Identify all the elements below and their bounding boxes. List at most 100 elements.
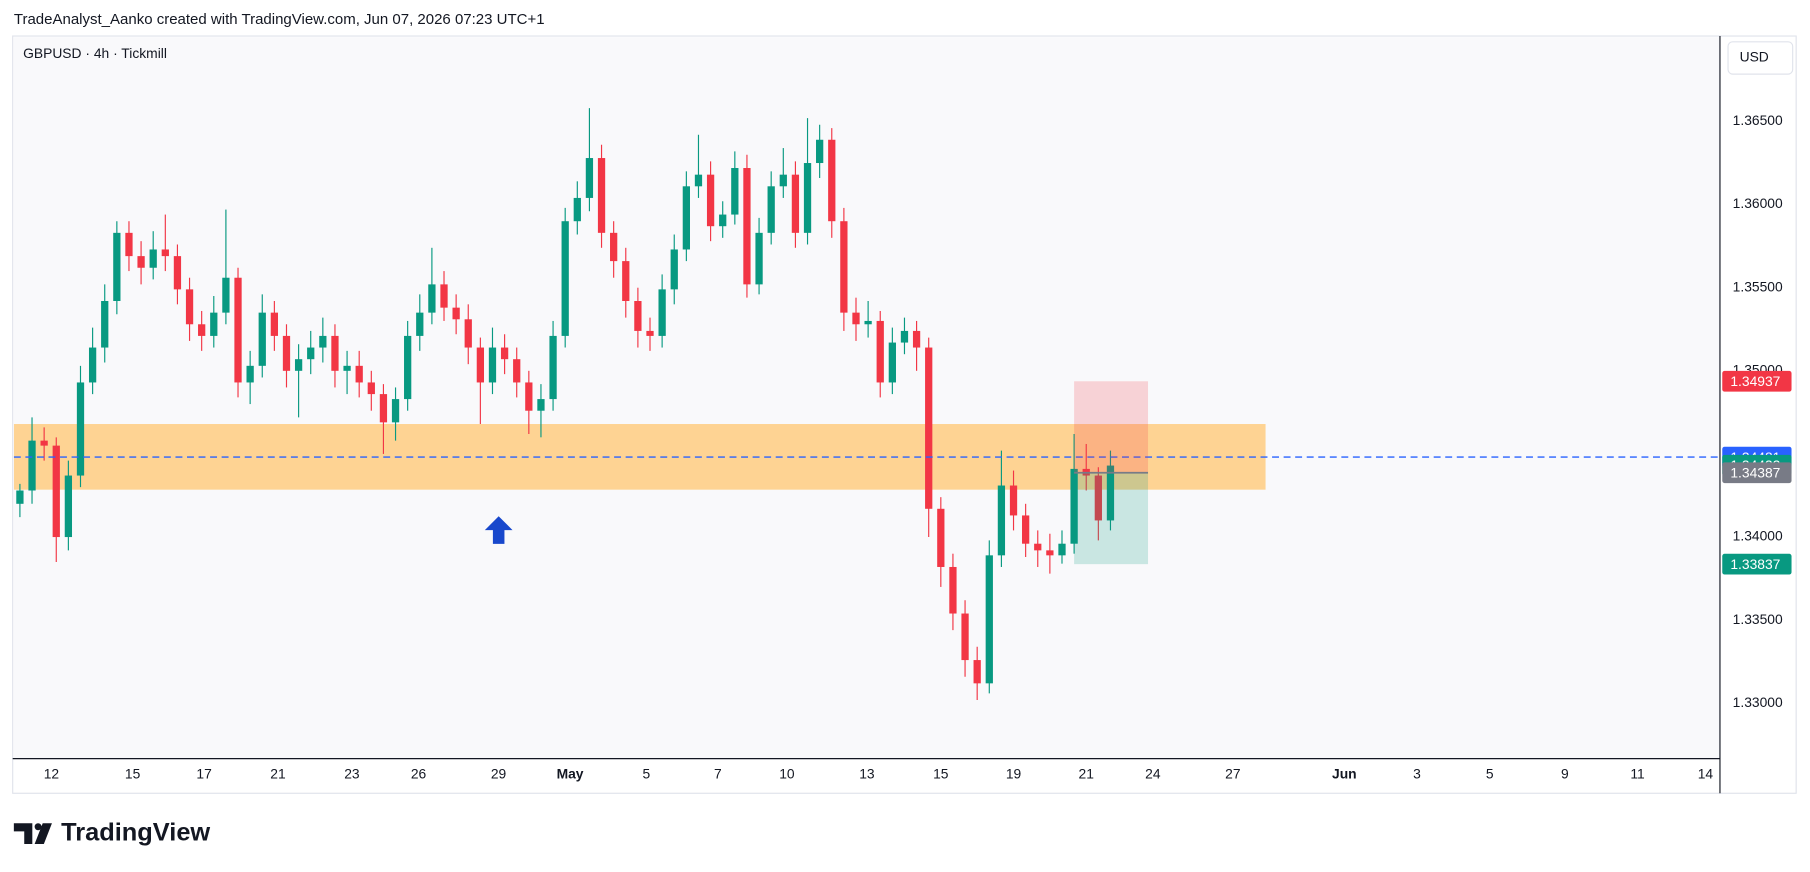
y-tick-label: 1.36500 [1733, 112, 1783, 128]
candle-body [246, 365, 254, 383]
candle-body [307, 347, 315, 360]
logo-text: TradingView [61, 818, 210, 846]
candle-body [549, 335, 557, 400]
candle-body [864, 320, 872, 325]
currency-button[interactable] [1727, 41, 1794, 75]
candle-body [367, 382, 375, 395]
candle-body [161, 249, 169, 257]
x-tick-label: 29 [491, 765, 507, 781]
x-tick-label: 21 [270, 765, 286, 781]
chart-title: GBPUSD · 4h · Tickmill [23, 45, 167, 61]
candle-body [537, 399, 545, 411]
candle-body [319, 335, 327, 348]
candle-body [379, 394, 388, 423]
candle-body [803, 163, 812, 233]
candle-body [185, 289, 194, 325]
candle-body [76, 382, 85, 476]
candle-body [597, 158, 606, 233]
currency: USD [1740, 49, 1769, 65]
candle-body [949, 566, 957, 614]
x-tick-label: 13 [859, 765, 875, 781]
candle-body [101, 301, 109, 348]
candle-body [719, 214, 727, 227]
candle-body [973, 660, 981, 684]
candle-body [428, 284, 436, 313]
y-tick-label: 1.33000 [1733, 694, 1783, 710]
candle-body [682, 186, 690, 250]
candle-body [985, 555, 993, 684]
candle-body [1046, 550, 1054, 556]
candle-body [125, 232, 133, 257]
y-tick-label: 1.34000 [1733, 528, 1783, 544]
candle-body [40, 440, 48, 446]
candle-body [840, 221, 848, 313]
candle-body [961, 613, 969, 661]
candle-body [743, 168, 751, 285]
candle-body [88, 347, 97, 383]
x-tick-label: 10 [779, 765, 795, 781]
candle-body [222, 277, 230, 313]
x-tick-label: 23 [344, 765, 360, 781]
x-tick-label: 14 [1698, 765, 1714, 781]
candle-body [1009, 485, 1018, 516]
candle-body [658, 289, 666, 336]
candle-body [585, 158, 594, 198]
x-tick-label: 19 [1006, 765, 1022, 781]
candle-body [694, 174, 703, 187]
x-tick-label: Jun [1332, 765, 1357, 781]
arrow-icon [484, 516, 513, 544]
x-tick-label: 11 [1630, 765, 1645, 781]
candle-body [573, 197, 581, 222]
candle-body [16, 490, 24, 504]
header: TradeAnalyst_Aanko created with TradingV… [14, 11, 545, 28]
y-tick-label: 1.35500 [1733, 278, 1783, 294]
axes: 1.330001.335001.340001.350001.355001.360… [44, 112, 1792, 781]
candle-body [137, 256, 145, 268]
y-tick-label: 1.36000 [1733, 195, 1783, 211]
candle-body [816, 139, 824, 164]
candle-body [294, 359, 303, 371]
position-stop-area [1074, 381, 1149, 473]
candle-body [476, 347, 485, 383]
candle-body [1070, 468, 1078, 544]
x-tick-label: 21 [1079, 765, 1095, 781]
candle-body [1058, 543, 1066, 556]
candle-body [513, 359, 521, 383]
candle-body [997, 485, 1006, 556]
candle-body [525, 382, 533, 411]
plot [13, 108, 1720, 700]
x-tick-label: 15 [933, 765, 949, 781]
x-tick-label: May [557, 765, 584, 781]
price-label: 1.33837 [1730, 556, 1780, 572]
x-tick-label: 9 [1561, 765, 1569, 781]
candle-body [500, 347, 509, 360]
candle-body [1094, 475, 1102, 521]
candle-body [52, 445, 60, 538]
candle-body [1022, 515, 1030, 544]
candle-body [416, 312, 424, 336]
price-label: 1.34937 [1730, 373, 1780, 389]
candle-body [28, 440, 36, 491]
x-tick-label: 5 [1486, 765, 1494, 781]
candle-body [779, 174, 787, 187]
plot-area [13, 37, 1720, 759]
candle-body [198, 324, 206, 336]
candle-body [149, 249, 157, 268]
candle-body [331, 335, 339, 371]
candle-body [64, 475, 73, 538]
x-tick-label: 3 [1413, 765, 1421, 781]
x-tick-label: 24 [1145, 765, 1161, 781]
x-tick-label: 26 [411, 765, 427, 781]
price-label: 1.34387 [1730, 465, 1780, 481]
candle-body [670, 249, 678, 290]
price-label-box [1722, 462, 1792, 484]
position-target-area [1074, 472, 1149, 565]
candle-body [610, 232, 618, 262]
x-tick-label: 7 [714, 765, 722, 781]
candle-body [900, 330, 909, 343]
logo-mark [34, 823, 42, 831]
candle-body [755, 232, 763, 285]
candle-body [937, 508, 945, 567]
